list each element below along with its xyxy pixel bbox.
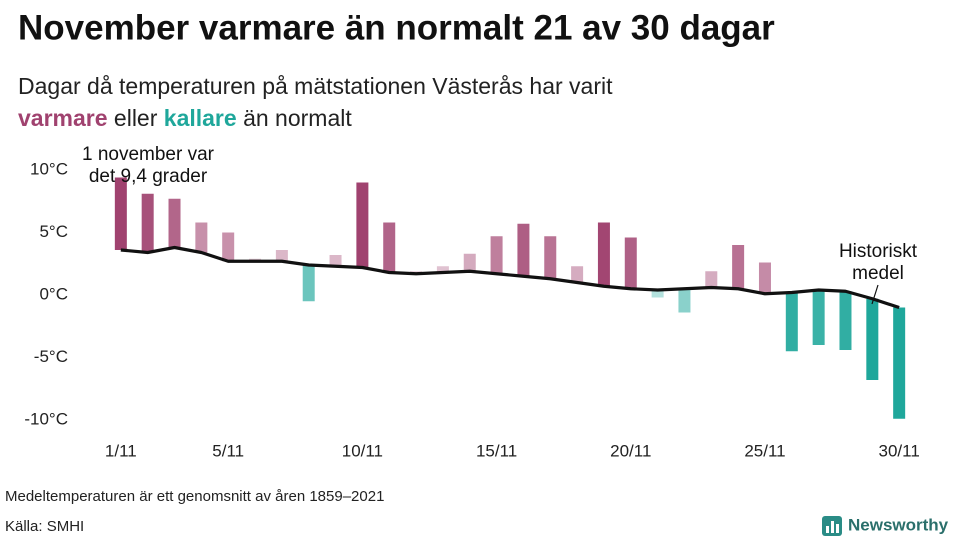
- annotation: Historiskt: [839, 241, 918, 262]
- bar: [758, 262, 771, 294]
- y-tick-label: 10°C: [30, 159, 68, 178]
- bar: [356, 182, 369, 268]
- bar: [463, 253, 476, 272]
- bar: [517, 223, 530, 277]
- brand: Newsworthy: [848, 515, 949, 534]
- plot-area: 10°C 5°C 0°C -5°C -10°C 1/11 5/11 10/11 15/11 20/…: [24, 159, 919, 460]
- bar: [275, 250, 288, 262]
- bar: [383, 222, 396, 273]
- annotation: medel: [852, 263, 904, 284]
- normal-line: [120, 245, 900, 310]
- warm-word: varmare: [18, 105, 108, 131]
- note: Medeltemperaturen är ett genomsnitt av å…: [5, 488, 384, 505]
- bar: [624, 237, 637, 289]
- y-tick-label: 0°C: [39, 284, 68, 303]
- cold-word: kallare: [164, 105, 237, 131]
- annotation: det 9,4 grader: [89, 166, 208, 187]
- x-tick-label: 30/11: [879, 441, 920, 460]
- bar: [222, 232, 235, 262]
- bar: [651, 290, 664, 298]
- bar: [544, 236, 557, 279]
- bar: [678, 288, 691, 313]
- bar: [490, 236, 503, 274]
- bar: [893, 307, 906, 419]
- bar: [114, 177, 127, 250]
- y-tick-label: 5°C: [39, 222, 68, 241]
- source: Källa: SMHI: [5, 518, 84, 535]
- x-tick-label: 5/11: [212, 441, 244, 460]
- annotation: 1 november var: [82, 144, 215, 165]
- bar: [436, 266, 449, 273]
- x-tick-label: 10/11: [342, 441, 383, 460]
- bar: [785, 292, 798, 352]
- subtitle-end: än normalt: [243, 105, 352, 131]
- x-tick-label: 15/11: [476, 441, 517, 460]
- bar: [195, 222, 208, 253]
- bar: [866, 298, 879, 380]
- y-tick-label: -5°C: [34, 347, 68, 366]
- bar: [141, 193, 154, 253]
- bar: [732, 245, 745, 289]
- bar: [812, 290, 825, 345]
- bar: [597, 222, 610, 287]
- subtitle-line2: varmare eller kallare än normalt: [18, 105, 352, 131]
- bar: [839, 291, 852, 350]
- x-tick-label: 25/11: [744, 441, 785, 460]
- bar: [329, 255, 342, 267]
- x-tick-label: 20/11: [610, 441, 651, 460]
- chart-title: November varmare än normalt 21 av 30 dag…: [18, 8, 775, 47]
- brand-logo: Newsworthy: [822, 515, 949, 536]
- bar: [302, 265, 315, 302]
- y-tick-label: -10°C: [24, 409, 68, 428]
- x-tick-label: 1/11: [105, 441, 137, 460]
- bar: [571, 266, 584, 283]
- subtitle-middle: eller: [114, 105, 158, 131]
- annotation-pointer: [871, 284, 879, 305]
- bar: [705, 271, 718, 288]
- subtitle: Dagar då temperaturen på mätstationen Vä…: [18, 73, 613, 99]
- bar: [168, 198, 181, 248]
